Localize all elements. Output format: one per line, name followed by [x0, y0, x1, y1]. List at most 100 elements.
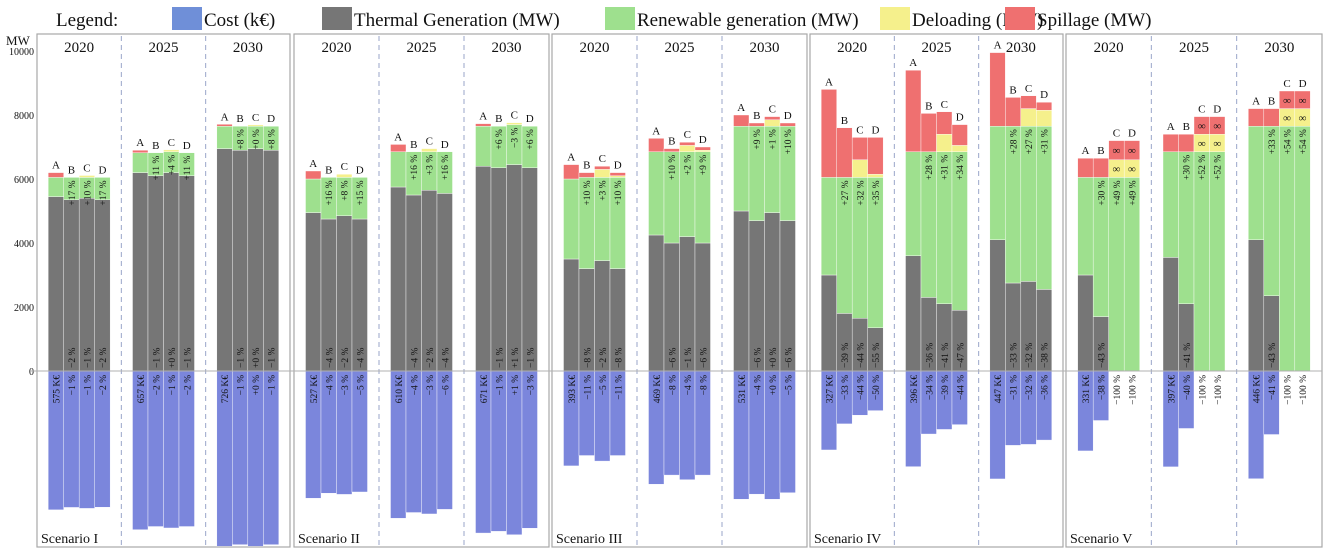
y-tick-label: 10000 — [9, 47, 34, 58]
bar-letter: B — [152, 140, 159, 152]
renewable-label: +10 % — [784, 129, 794, 154]
deloading-segment — [1020, 108, 1037, 127]
deloading-segment — [421, 148, 438, 153]
year-label: 2030 — [1006, 40, 1036, 56]
thermal-label: −6 % — [753, 348, 763, 368]
cost-label: −11 % — [583, 375, 593, 400]
spillage-segment — [867, 137, 884, 175]
thermal-label: −43 % — [1097, 343, 1107, 368]
bar-letter: B — [753, 110, 760, 122]
thermal-segment — [989, 239, 1006, 372]
bar-letter: B — [1009, 84, 1016, 96]
renewable-label: +8 % — [237, 129, 247, 149]
renewable-label: +4 % — [168, 155, 178, 175]
year-label: 2030 — [750, 40, 780, 56]
cost-label: 397 K€ — [1167, 375, 1177, 403]
bar-letter: C — [769, 104, 776, 116]
thermal-segment — [94, 199, 111, 372]
bar-letter: B — [495, 113, 502, 125]
thermal-segment — [263, 149, 280, 372]
thermal-segment — [648, 234, 665, 372]
thermal-segment — [78, 197, 95, 372]
spillage-segment — [1178, 133, 1195, 152]
cost-bar — [247, 370, 264, 547]
cost-label: 531 K€ — [738, 375, 748, 403]
cost-label: −8 % — [668, 375, 678, 395]
thermal-label: −1 % — [268, 348, 278, 368]
cost-label: −4 % — [410, 375, 420, 395]
stacked-bar: A 331 K€ — [1077, 145, 1094, 452]
renewable-label: +49 % — [1128, 180, 1138, 205]
bar-letter: C — [1025, 83, 1032, 95]
bar-letter: A — [309, 158, 317, 170]
thermal-segment — [1162, 257, 1179, 372]
thermal-segment — [216, 148, 233, 372]
scenario-label: Scenario IV — [814, 532, 881, 547]
thermal-label: +0 % — [252, 348, 262, 368]
stacked-bar: A 447 K€ — [989, 40, 1006, 480]
bar-letter: B — [668, 136, 675, 148]
legend-item-label: Thermal Generation (MW) — [354, 10, 560, 31]
thermal-label: −33 % — [1010, 343, 1020, 368]
cost-label: −39 % — [941, 375, 951, 400]
cost-label: 527 K€ — [310, 375, 320, 403]
stacked-bar: A 575 K€ — [47, 160, 64, 511]
cost-label: −44 % — [956, 375, 966, 400]
scenario-label: Scenario II — [298, 532, 360, 547]
year-group: 2030 A 531 K€ B −4 % −6 % +9 % C +0 % +0 % +1 % D −5… — [721, 36, 796, 546]
deloading-segment — [851, 159, 868, 178]
cost-label: −4 % — [325, 375, 335, 395]
thermal-label: −6 % — [699, 348, 709, 368]
bar-letter: B — [1268, 96, 1275, 108]
renewable-label: +32 % — [856, 180, 866, 205]
cost-label: −3 % — [526, 375, 536, 395]
spillage-segment — [390, 144, 407, 153]
renewable-label: +34 % — [956, 155, 966, 180]
renewable-label: +0 % — [252, 129, 262, 149]
thermal-segment — [733, 210, 750, 372]
thermal-segment — [163, 172, 180, 372]
deloading-segment — [951, 145, 968, 152]
legend-swatch — [1005, 7, 1035, 30]
scenario-panel: Scenario II 2020 A 527 K€ B −4 % −4 % +16 % C −3 … — [293, 33, 550, 548]
stacked-bar: C −44 % −44 % +32 % — [851, 124, 868, 416]
thermal-label: −1 % — [526, 348, 536, 368]
bar-letter: C — [856, 124, 863, 136]
thermal-segment — [506, 164, 523, 372]
cost-label: −2 % — [183, 375, 193, 395]
year-label: 2020 — [580, 40, 610, 56]
thermal-label: −2 % — [426, 348, 436, 368]
bar-letter: D — [871, 124, 879, 136]
bar-letter: C — [1113, 128, 1120, 140]
bar-letter: B — [1183, 121, 1190, 133]
bar-letter: C — [252, 112, 259, 124]
spillage-segment — [609, 172, 626, 177]
renewable-label: +17 % — [99, 180, 109, 205]
cost-label: −5 % — [599, 375, 609, 395]
bar-letter: A — [479, 111, 487, 123]
thermal-label: +0 % — [769, 348, 779, 368]
spillage-segment — [594, 165, 611, 170]
deloading-label: ∞ — [1128, 164, 1136, 176]
cost-label: −100 % — [1284, 375, 1294, 405]
spillage-label: ∞ — [1213, 120, 1221, 132]
thermal-segment — [475, 165, 492, 372]
renewable-segment — [94, 177, 111, 200]
stacked-bar: C −100 % +52 % ∞ ∞ — [1193, 104, 1210, 405]
bar-letter: B — [841, 115, 848, 127]
stacked-bar: C +1 % +1 % −3 % — [506, 110, 523, 535]
legend-swatch — [322, 7, 352, 30]
thermal-segment — [247, 148, 264, 372]
year-label: 2030 — [233, 40, 263, 56]
thermal-segment — [1077, 274, 1094, 372]
thermal-label: −2 % — [599, 348, 609, 368]
cost-label: −3 % — [341, 375, 351, 395]
spillage-segment — [989, 52, 1006, 127]
renewable-label: +6 % — [526, 129, 536, 149]
cost-label: −31 % — [1010, 375, 1020, 400]
stacked-bar: D −1 % −1 % +8 % — [263, 113, 280, 545]
spillage-segment — [936, 111, 953, 135]
cost-label: −1 % — [237, 375, 247, 395]
thermal-label: −1 % — [83, 348, 93, 368]
thermal-label: −6 % — [784, 348, 794, 368]
